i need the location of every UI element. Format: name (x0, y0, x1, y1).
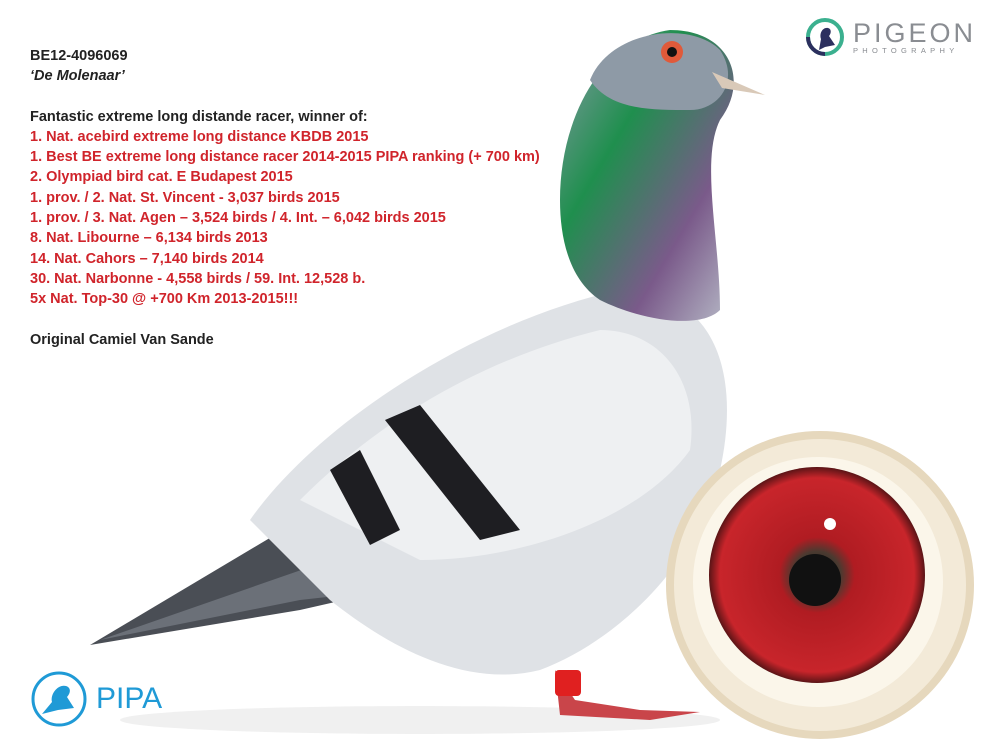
logo-subtitle: PHOTOGRAPHY (853, 45, 959, 55)
result-line: 2. Olympiad bird cat. E Budapest 2015 (30, 169, 293, 186)
result-line: 30. Nat. Narbonne - 4,558 birds / 59. In… (30, 270, 366, 287)
camera-aperture-pigeon-icon (806, 18, 844, 56)
result-line: 14. Nat. Cahors – 7,140 birds 2014 (30, 250, 264, 267)
bird-name: ‘De Molenaar’ (30, 68, 125, 85)
result-line: 8. Nat. Libourne – 6,134 birds 2013 (30, 230, 268, 247)
pedigree-text: BE12-4096069 ‘De Molenaar’ Fantastic ext… (30, 46, 540, 350)
pigeon-photography-logo: PIGEON PHOTOGRAPHY (805, 17, 976, 57)
result-line: 1. Nat. acebird extreme long distance KB… (30, 128, 369, 145)
result-line: 1. Best BE extreme long distance racer 2… (30, 149, 540, 166)
logo-title: PIGEON (853, 17, 977, 48)
intro-line: Fantastic extreme long distande racer, w… (30, 108, 368, 125)
result-line: 1. prov. / 2. Nat. St. Vincent - 3,037 b… (30, 189, 340, 206)
pipa-logo: PIPA (30, 670, 162, 728)
ring-number: BE12-4096069 (30, 48, 128, 64)
result-line: 1. prov. / 3. Nat. Agen – 3,524 birds / … (30, 210, 446, 227)
logo-title: PIPA (96, 682, 163, 715)
origin-line: Original Camiel Van Sande (30, 331, 214, 348)
result-line: 5x Nat. Top-30 @ +700 Km 2013-2015!!! (30, 291, 299, 308)
pigeon-circle-icon (31, 671, 87, 727)
